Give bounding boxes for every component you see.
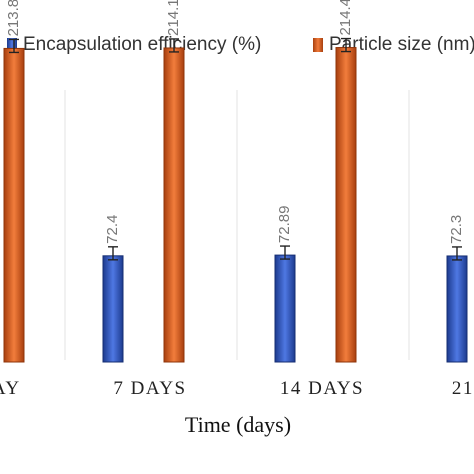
chart-legend: Encapsulation efficiency (%) Particle si… [0,28,474,58]
legend-swatch-encapsulation [7,38,17,52]
error-bar [341,37,351,53]
bar-encapsulation-efficiency [274,254,296,363]
legend-label-particle-size: Particle size (nm) [329,34,474,55]
error-bar [108,246,118,261]
error-bar-group [9,37,462,261]
x-tick-label: 7 DAYS [113,378,186,399]
value-label: 214.12 [165,0,182,36]
value-label: 72.4 [104,215,121,244]
legend-label-encapsulation: Encapsulation efficiency (%) [23,34,262,55]
error-bar [452,246,462,261]
bar-encapsulation-efficiency [102,255,124,363]
value-label: 214.4 [337,0,354,36]
value-label: 72.3 [448,215,465,244]
value-label: 72.89 [276,206,293,244]
bar-particle-size [3,47,25,363]
bar-particle-size [335,47,357,363]
bar-encapsulation-efficiency [446,255,468,363]
x-tick-label: 0 DAY [0,378,21,399]
error-bar [9,38,19,54]
error-bar [169,38,179,53]
legend-swatch-particle-size [313,38,323,52]
x-tick-label: 14 DAYS [280,378,364,399]
x-tick-label-group: 0 DAY 7 DAYS 14 DAYS 21 DAYS [0,378,474,399]
value-label: 213.8 [5,0,22,36]
legend-item-particle-size: Particle size (nm) [313,34,474,56]
legend-item-encapsulation: Encapsulation efficiency (%) [7,34,261,56]
x-tick-label: 21 DAYS [452,378,474,399]
bar-group [3,47,468,363]
bar-particle-size [163,47,185,363]
error-bar [280,245,290,260]
category-separators [64,90,410,360]
x-axis-title: Time (days) [185,412,291,437]
